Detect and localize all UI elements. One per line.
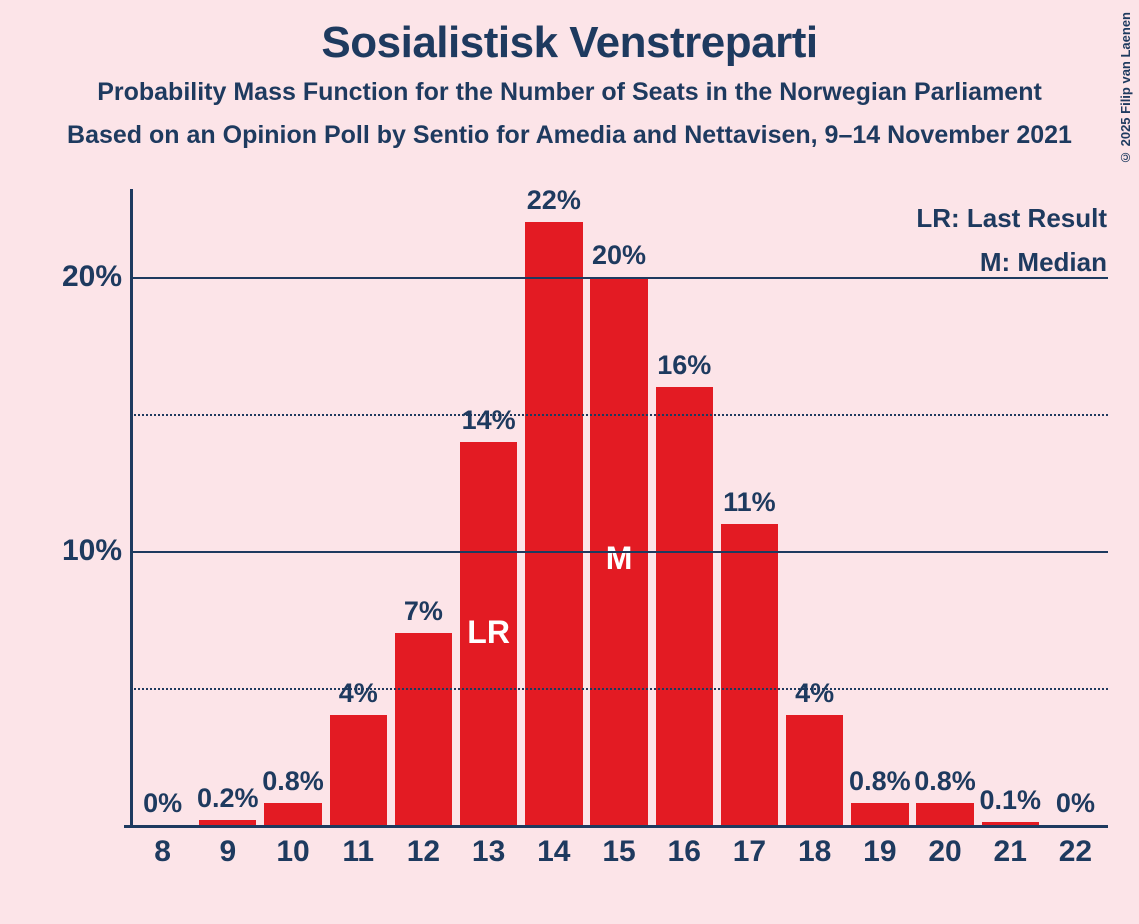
x-tick-label: 12 <box>407 835 440 869</box>
bar <box>982 822 1039 825</box>
y-tick-label: 20% <box>42 260 122 294</box>
bar-slot: 0%22 <box>1043 195 1108 825</box>
plot-area: 0%80.2%90.8%104%117%1214%13LR22%1420%15M… <box>130 195 1108 825</box>
bar-slot: 22%14 <box>521 195 586 825</box>
bar-value-label: 4% <box>795 678 834 709</box>
x-axis <box>124 825 1108 828</box>
x-tick-label: 14 <box>537 835 570 869</box>
bar-value-label: 0.1% <box>979 785 1041 816</box>
chart-title: Sosialistisk Venstreparti <box>0 18 1139 68</box>
y-tick-label: 10% <box>42 534 122 568</box>
x-tick-label: 11 <box>342 835 374 869</box>
bars-container: 0%80.2%90.8%104%117%1214%13LR22%1420%15M… <box>130 195 1108 825</box>
bar-slot: 0.1%21 <box>978 195 1043 825</box>
bar-value-label: 16% <box>657 350 711 381</box>
bar-value-label: 0% <box>143 788 182 819</box>
bar-value-label: 0.8% <box>262 766 324 797</box>
chart: 0%80.2%90.8%104%117%1214%13LR22%1420%15M… <box>30 195 1108 875</box>
bar-value-label: 20% <box>592 240 646 271</box>
bar-slot: 16%16 <box>652 195 717 825</box>
bar-slot: 20%15M <box>586 195 651 825</box>
bar-slot: 0.8%19 <box>847 195 912 825</box>
bar <box>786 715 843 825</box>
bar <box>264 803 321 825</box>
bar <box>916 803 973 825</box>
x-tick-label: 20 <box>928 835 961 869</box>
x-tick-label: 8 <box>154 835 171 869</box>
bar <box>656 387 713 825</box>
bar-slot: 11%17 <box>717 195 782 825</box>
bar-value-label: 0.2% <box>197 783 259 814</box>
copyright-label: © 2025 Filip van Laenen <box>1118 12 1133 165</box>
bar <box>721 524 778 825</box>
x-tick-label: 16 <box>668 835 701 869</box>
bar-value-label: 14% <box>462 405 516 436</box>
x-tick-label: 9 <box>219 835 236 869</box>
bar-value-label: 22% <box>527 185 581 216</box>
bar-value-label: 0.8% <box>849 766 911 797</box>
in-bar-marker: M <box>606 540 633 577</box>
gridline-minor <box>130 414 1108 416</box>
chart-header: Sosialistisk Venstreparti Probability Ma… <box>0 0 1139 150</box>
bar-slot: 0.8%20 <box>912 195 977 825</box>
x-tick-label: 15 <box>602 835 635 869</box>
x-tick-label: 19 <box>863 835 896 869</box>
bar-slot: 7%12 <box>391 195 456 825</box>
bar <box>330 715 387 825</box>
x-tick-label: 13 <box>472 835 505 869</box>
bar-value-label: 0% <box>1056 788 1095 819</box>
bar-value-label: 11% <box>723 487 776 518</box>
bar-slot: 4%18 <box>782 195 847 825</box>
bar-slot: 0.2%9 <box>195 195 260 825</box>
bar <box>525 222 582 825</box>
x-tick-label: 22 <box>1059 835 1092 869</box>
bar-slot: 4%11 <box>326 195 391 825</box>
bar <box>199 820 256 825</box>
x-tick-label: 18 <box>798 835 831 869</box>
gridline-major <box>130 551 1108 553</box>
bar-value-label: 0.8% <box>914 766 976 797</box>
bar-value-label: 7% <box>404 596 443 627</box>
x-tick-label: 21 <box>994 835 1027 869</box>
gridline-major <box>130 277 1108 279</box>
gridline-minor <box>130 688 1108 690</box>
x-tick-label: 10 <box>276 835 309 869</box>
in-bar-marker: LR <box>467 614 510 651</box>
chart-subtitle-1: Probability Mass Function for the Number… <box>0 78 1139 107</box>
bar <box>395 633 452 825</box>
bar-slot: 0%8 <box>130 195 195 825</box>
bar-value-label: 4% <box>339 678 378 709</box>
x-tick-label: 17 <box>733 835 766 869</box>
bar-slot: 14%13LR <box>456 195 521 825</box>
chart-subtitle-2: Based on an Opinion Poll by Sentio for A… <box>0 121 1139 150</box>
bar <box>851 803 908 825</box>
bar-slot: 0.8%10 <box>260 195 325 825</box>
